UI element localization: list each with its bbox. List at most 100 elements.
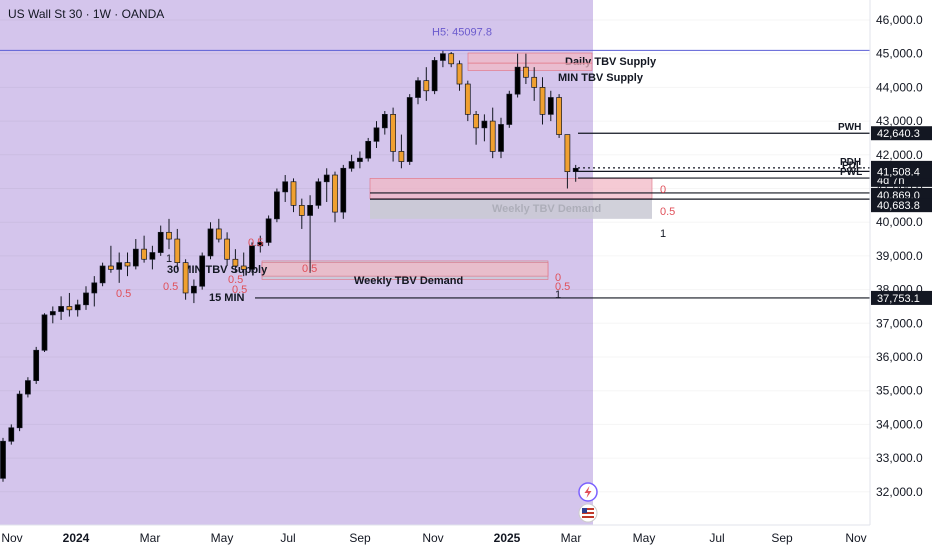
- candle-body[interactable]: [564, 134, 571, 173]
- candle-body[interactable]: [323, 174, 330, 183]
- candle-body[interactable]: [141, 248, 147, 260]
- candle-body[interactable]: [224, 238, 230, 260]
- price-level-label: PWL: [840, 167, 862, 178]
- grid: [0, 19, 870, 493]
- candle-body[interactable]: [406, 97, 413, 162]
- candle-body[interactable]: [315, 181, 322, 206]
- candle-body[interactable]: [523, 66, 529, 78]
- candle-body[interactable]: [191, 285, 197, 294]
- candle-body[interactable]: [481, 120, 488, 129]
- candle-body[interactable]: [207, 228, 214, 257]
- candle-body[interactable]: [365, 140, 372, 159]
- candle-body[interactable]: [340, 167, 347, 213]
- candle-body[interactable]: [282, 181, 289, 193]
- candle-body[interactable]: [373, 127, 380, 142]
- candle-body[interactable]: [49, 311, 56, 316]
- candle-body[interactable]: [539, 87, 546, 115]
- candle-body[interactable]: [547, 97, 554, 115]
- zone-label: MIN TBV Supply: [558, 72, 644, 84]
- chart-title: US Wall St 30 · 1W · OANDA: [8, 7, 164, 21]
- candle-body[interactable]: [58, 306, 64, 312]
- candle-body[interactable]: [149, 252, 156, 260]
- candle-body[interactable]: [91, 282, 98, 294]
- candle-body[interactable]: [556, 97, 562, 135]
- candle-body[interactable]: [415, 80, 421, 98]
- candle-body[interactable]: [423, 80, 430, 92]
- candle-body[interactable]: [489, 120, 496, 152]
- candle-body[interactable]: [83, 292, 89, 306]
- candle-body[interactable]: [66, 306, 73, 311]
- y-tick-label: 32,000.0: [876, 485, 923, 499]
- candle-body[interactable]: [498, 124, 504, 152]
- candle-body[interactable]: [41, 314, 48, 351]
- candle-body[interactable]: [431, 60, 438, 92]
- candle-body[interactable]: [357, 157, 363, 162]
- candle-body[interactable]: [174, 238, 181, 263]
- candle-body[interactable]: [514, 66, 521, 95]
- candle-body[interactable]: [0, 440, 6, 479]
- x-tick-label: Nov: [845, 531, 866, 545]
- candle-body[interactable]: [440, 53, 446, 61]
- candle-body[interactable]: [456, 63, 463, 85]
- candle-body[interactable]: [25, 380, 31, 395]
- candle-body[interactable]: [8, 427, 15, 442]
- price-badge: [871, 164, 932, 179]
- candle-body[interactable]: [298, 205, 305, 216]
- candle-body[interactable]: [132, 248, 139, 267]
- candle-body[interactable]: [506, 93, 513, 125]
- x-tick-label: Nov: [1, 531, 22, 545]
- candle-body[interactable]: [473, 114, 479, 129]
- demand-box[interactable]: [370, 198, 652, 219]
- fib-level-label: 0.5: [660, 206, 675, 218]
- x-tick-label: Jul: [280, 531, 295, 545]
- candle-body[interactable]: [108, 265, 114, 270]
- flash-icon[interactable]: [578, 482, 598, 502]
- fib-level-label: 0.5: [163, 281, 178, 293]
- price-badge-text: 41,508.4: [877, 166, 920, 178]
- candle-body[interactable]: [249, 245, 255, 270]
- candle-body[interactable]: [33, 349, 40, 381]
- candle-body[interactable]: [157, 231, 164, 253]
- y-tick-label: 34,000.0: [876, 417, 923, 431]
- candle-body[interactable]: [182, 262, 189, 294]
- candle-body[interactable]: [348, 161, 355, 169]
- h5-label: H5: 45097.8: [432, 26, 492, 38]
- x-tick-label: 2025: [494, 531, 521, 545]
- candle-body[interactable]: [274, 191, 280, 220]
- y-tick-label: 37,000.0: [876, 316, 923, 330]
- candle-body[interactable]: [464, 83, 471, 115]
- candle-body[interactable]: [572, 167, 579, 172]
- candle-body[interactable]: [290, 181, 297, 206]
- candle-body[interactable]: [124, 262, 131, 267]
- candle-body[interactable]: [257, 242, 264, 247]
- zone-box[interactable]: [261, 262, 549, 277]
- fib-level-label: 1: [660, 228, 666, 240]
- candle-body[interactable]: [74, 304, 81, 311]
- candle-body[interactable]: [390, 114, 396, 152]
- fib-level-label: 0.5: [228, 274, 243, 286]
- candle-body[interactable]: [232, 258, 239, 267]
- candle-body[interactable]: [99, 265, 106, 284]
- candle-body[interactable]: [398, 151, 405, 162]
- candle-body[interactable]: [215, 228, 222, 240]
- candle-body[interactable]: [307, 205, 313, 216]
- candle-body[interactable]: [265, 218, 272, 243]
- fib-level-label: 1: [166, 253, 172, 265]
- candle-body[interactable]: [166, 231, 172, 240]
- price-badge: [871, 198, 932, 213]
- fib-level-label: 0.5: [232, 284, 247, 296]
- zone-box[interactable]: [369, 178, 653, 199]
- candle-body[interactable]: [531, 76, 538, 88]
- candle-body[interactable]: [448, 53, 455, 65]
- candle-body[interactable]: [199, 255, 206, 287]
- candles: [0, 50, 579, 482]
- candle-body[interactable]: [116, 262, 123, 270]
- candle-body[interactable]: [332, 174, 338, 213]
- us-flag-icon[interactable]: [578, 503, 598, 523]
- candle-body[interactable]: [240, 265, 247, 270]
- zone-box[interactable]: [467, 62, 593, 71]
- y-tick-label: 43,000.0: [876, 114, 923, 128]
- candle-body[interactable]: [16, 393, 23, 429]
- candle-body[interactable]: [381, 114, 388, 129]
